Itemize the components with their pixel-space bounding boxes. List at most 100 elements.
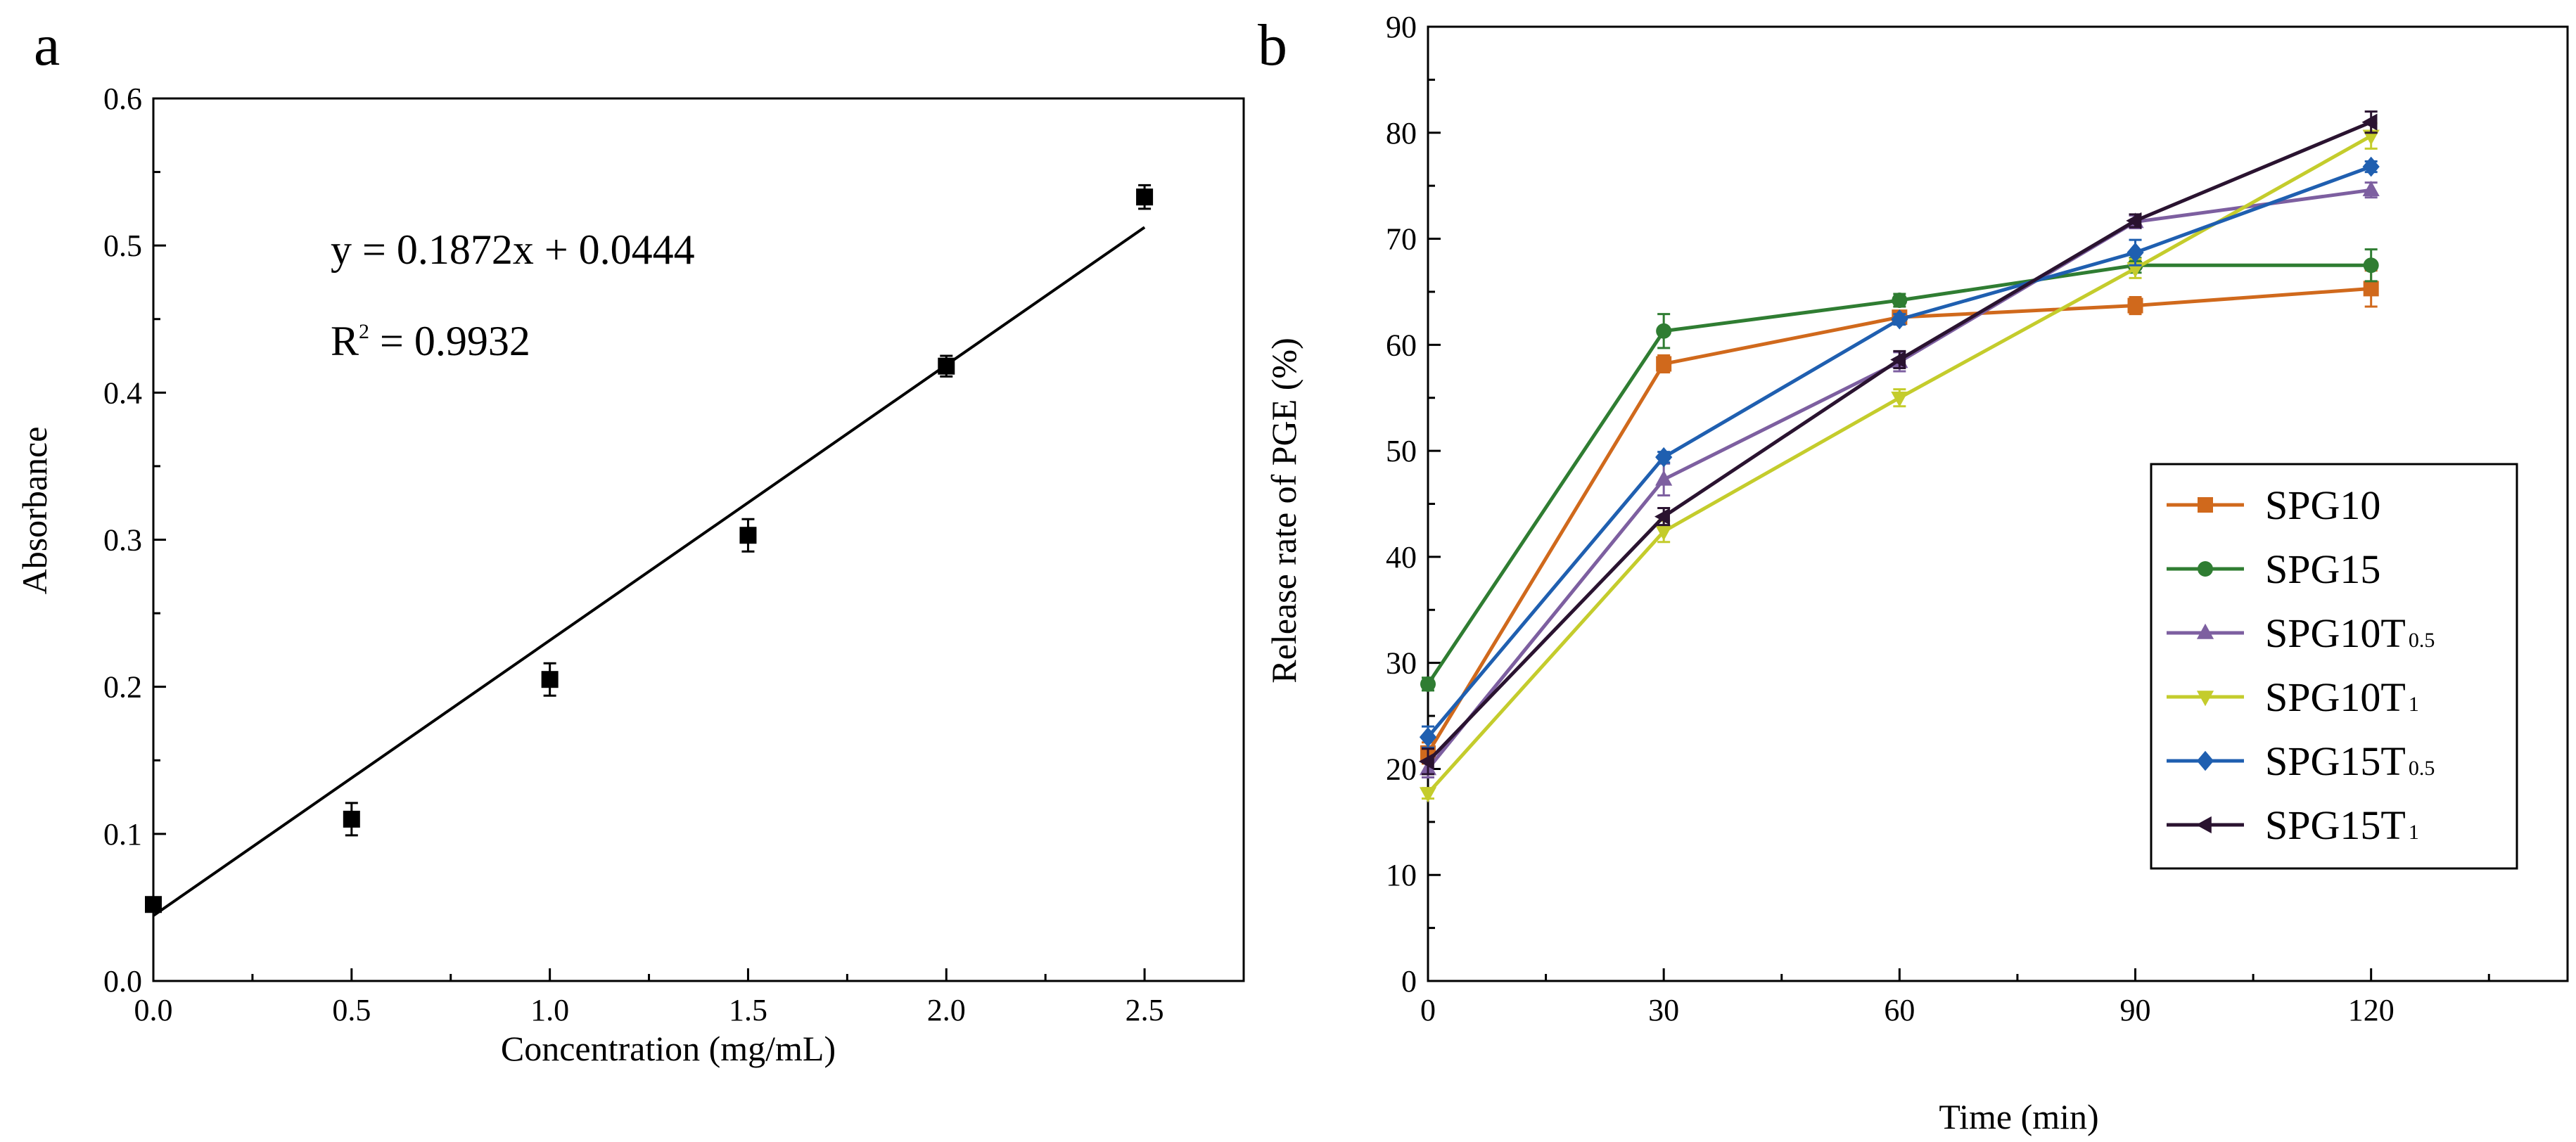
marker-SPG15T1-1	[1654, 508, 1670, 525]
panel-a-calibration-chart: a 0.0 0.5 1.0 1.5 2.0 2.50.00.10.20.30.40.50.…	[15, 13, 1245, 1068]
panel-b-x-tick-label-4: 120	[2348, 993, 2395, 1027]
legend-label-SPG10: SPG10	[2265, 482, 2380, 528]
panel-a-x-tick-label-4: 2.0	[927, 993, 966, 1027]
legend-label-base: SPG10T	[2265, 674, 2406, 720]
panel-b-y-tick-label-9: 90	[1386, 10, 1417, 44]
legend-label-base: SPG15T	[2265, 802, 2406, 848]
panel-b-y-tick-label-5: 50	[1386, 434, 1417, 468]
panel-a-y-tick-label-5: 0.5	[103, 229, 142, 263]
legend-entry-SPG15T1: SPG15T 1	[2167, 802, 2419, 848]
series-SPG15T0.5	[1419, 156, 2380, 749]
panel-a-x-tick-label-5: 2.5	[1126, 993, 1164, 1027]
marker-SPG10T1-0	[1419, 787, 1437, 803]
legend-marker-SPG15T1	[2195, 816, 2212, 834]
panel-a-y-tick-label-6: 0.6	[103, 82, 142, 116]
panel-b-y-tick-label-6: 60	[1386, 328, 1417, 362]
panel-a-data-points	[145, 184, 1154, 913]
legend-label-base: SPG15	[2265, 546, 2380, 592]
legend-entry-SPG10T0.5: SPG10T 0.5	[2167, 610, 2435, 656]
panel-b-axes: 0 30 60 90 120 0 10 20 30 40 50 60 70 80 90	[1386, 10, 2569, 1027]
panel-a-x-tick-label-1: 0.5	[332, 993, 371, 1027]
legend-entry-SPG15T0.5: SPG15T 0.5	[2167, 738, 2435, 784]
marker-SPG15T1-3	[2126, 212, 2142, 230]
legend-marker-SPG10T1	[2196, 691, 2214, 707]
panel-b-x-tick-label-1: 30	[1648, 993, 1679, 1027]
legend-label-base: SPG10	[2265, 482, 2380, 528]
legend-marker-SPG15T0.5	[2196, 750, 2214, 771]
legend-box	[2150, 463, 2518, 870]
marker-SPG15T0.5-3	[2127, 242, 2144, 263]
legend-label-subscript: 1	[2409, 821, 2419, 844]
marker-SPG10T1-1	[1655, 525, 1673, 541]
panel-a-point-5	[1136, 188, 1154, 206]
panel-b-y-tick-label-2: 20	[1386, 752, 1417, 786]
marker-SPG15T1-0	[1418, 752, 1434, 770]
marker-SPG15T1-2	[1890, 351, 1906, 368]
panel-b-y-tick-label-7: 70	[1386, 222, 1417, 257]
panel-a-fit-line	[152, 226, 1146, 917]
panel-a-y-tick-label-4: 0.4	[103, 376, 142, 410]
r2-superscript: 2	[359, 320, 369, 343]
panel-b-x-axis-title: Time (min)	[1939, 1097, 2098, 1136]
panel-a-x-tick-label-3: 1.5	[729, 993, 767, 1027]
panel-a-y-tick-label-2: 0.2	[103, 670, 142, 705]
marker-SPG15-1	[1656, 323, 1672, 339]
panel-a-point-1	[343, 810, 360, 828]
panel-b-y-tick-label-3: 30	[1386, 646, 1417, 681]
marker-SPG10T0.5-4	[2362, 180, 2380, 196]
legend-entry-SPG10: SPG10	[2167, 482, 2380, 528]
panel-b-release-chart: b 0 30 60 90 120 0 10 20 30 40 50 60 70 80 90 SPG10 SPG…	[1258, 10, 2569, 1136]
legend-label-base: SPG15T	[2265, 738, 2406, 784]
panel-a-equation: y = 0.1872x + 0.0444	[331, 226, 695, 273]
panel-a-y-tick-label-1: 0.1	[103, 817, 142, 852]
marker-SPG15T0.5-4	[2362, 156, 2380, 177]
panel-b-x-tick-label-3: 90	[2120, 993, 2151, 1027]
marker-SPG15T1-4	[2361, 113, 2378, 131]
panel-b-x-tick-label-2: 60	[1884, 993, 1915, 1027]
marker-SPG15-4	[2363, 257, 2379, 274]
legend-label-SPG10T1: SPG10T 1	[2265, 674, 2419, 720]
legend-label-subscript: 0.5	[2409, 629, 2435, 652]
panel-a-label: a	[34, 13, 60, 78]
marker-SPG15-2	[1892, 293, 1908, 309]
panel-a-point-2	[541, 671, 559, 688]
legend-entry-SPG15: SPG15	[2167, 546, 2380, 592]
marker-SPG15-0	[1420, 676, 1436, 692]
marker-SPG10T1-2	[1891, 391, 1908, 407]
panel-b-label: b	[1258, 13, 1287, 78]
panel-b-y-tick-label-4: 40	[1386, 540, 1417, 575]
marker-SPG15T0.5-2	[1891, 309, 1908, 330]
panel-a-r-squared: R2 = 0.9932	[331, 318, 530, 364]
marker-SPG10-1	[1656, 356, 1672, 372]
panel-a-y-tick-label-3: 0.3	[103, 523, 142, 558]
r2-value: = 0.9932	[369, 318, 530, 364]
panel-b-y-tick-label-0: 0	[1401, 964, 1417, 999]
marker-SPG10-3	[2127, 297, 2143, 314]
legend-label-SPG15: SPG15	[2265, 546, 2380, 592]
panel-a-point-0	[145, 896, 162, 913]
legend-entry-SPG10T1: SPG10T 1	[2167, 674, 2419, 720]
series-SPG15T1	[1418, 110, 2378, 776]
panel-a-x-axis-title: Concentration (mg/mL)	[501, 1029, 836, 1068]
panel-b-series	[1418, 110, 2380, 803]
legend-label-base: SPG10T	[2265, 610, 2406, 656]
panel-a-axes: 0.0 0.5 1.0 1.5 2.0 2.5 0.0 0.1 0.2 0.3 0.4 0.5 0.6	[103, 82, 1245, 1027]
legend-marker-SPG10T0.5	[2196, 623, 2214, 639]
legend-label-SPG15T0.5: SPG15T 0.5	[2265, 738, 2435, 784]
panel-b-y-axis-title: Release rate of PGE (%)	[1264, 338, 1303, 683]
marker-SPG10T0.5-1	[1655, 470, 1673, 486]
panel-a-y-axis-title: Absorbance	[15, 427, 54, 595]
panel-a-point-4	[938, 357, 955, 375]
panel-a-point-3	[739, 527, 757, 544]
panel-a-x-tick-label-0: 0.0	[134, 993, 173, 1027]
marker-SPG15T0.5-0	[1419, 726, 1437, 748]
legend-label-SPG10T0.5: SPG10T 0.5	[2265, 610, 2435, 656]
r2-prefix: R	[331, 318, 359, 364]
panel-a-regression-line	[152, 226, 1146, 917]
marker-SPG15T0.5-1	[1655, 447, 1673, 468]
panel-b-y-tick-label-8: 80	[1386, 116, 1417, 150]
legend-marker-SPG15	[2198, 561, 2213, 577]
panel-a-y-tick-label-0: 0.0	[103, 964, 142, 999]
